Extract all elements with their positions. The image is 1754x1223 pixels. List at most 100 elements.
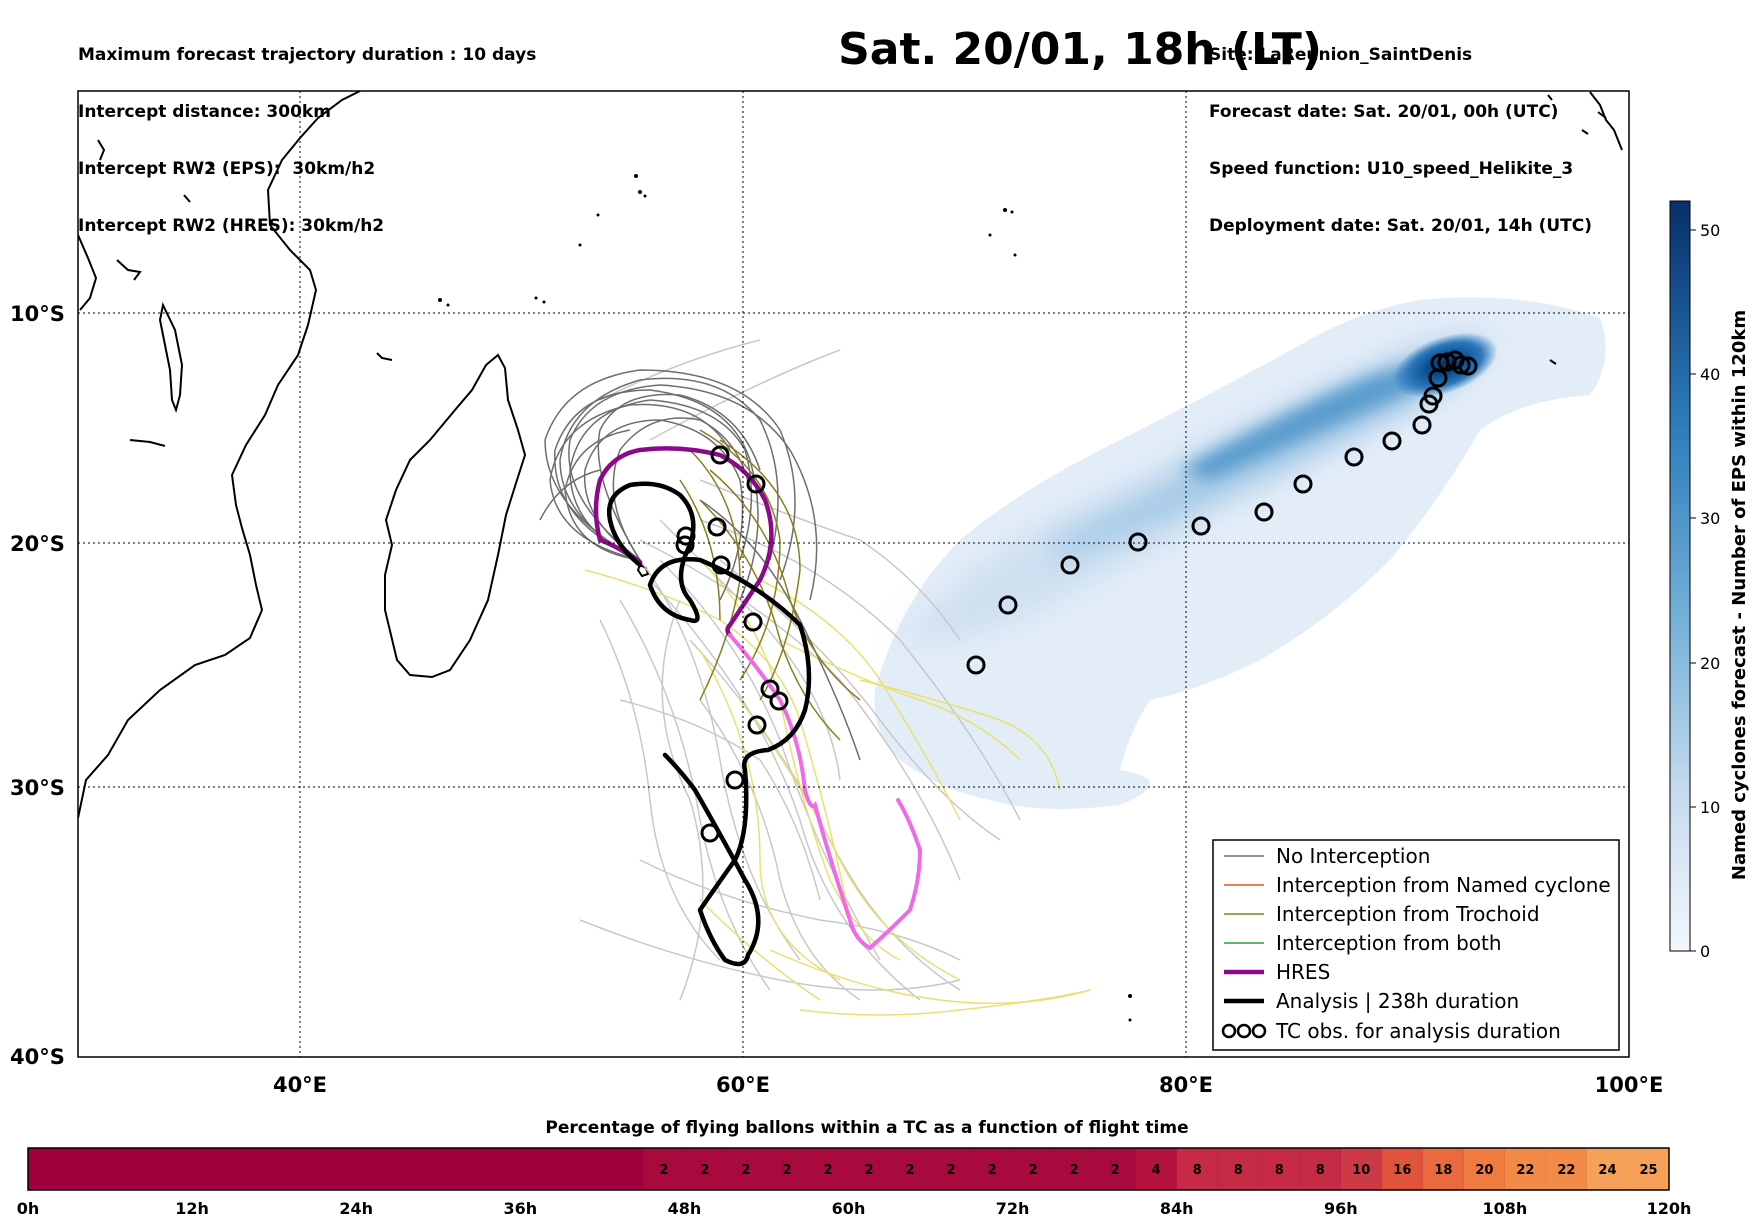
timebar-cell bbox=[1135, 1148, 1177, 1190]
timebar-cell bbox=[1094, 1148, 1136, 1190]
timebar-cell-value: 2 bbox=[947, 1163, 956, 1178]
map-frame bbox=[77, 90, 1630, 1058]
map-legend: No Interception Interception from Named … bbox=[1212, 839, 1620, 1051]
timebar-cell-value: 22 bbox=[1516, 1163, 1534, 1178]
lon-label: 100°E bbox=[1595, 1073, 1664, 1097]
header-right-line: Forecast date: Sat. 20/01, 00h (UTC) bbox=[1209, 102, 1559, 122]
header-left-line: Maximum forecast trajectory duration : 1… bbox=[78, 45, 537, 65]
timebar-cell bbox=[1053, 1148, 1095, 1190]
lat-label: 30°S bbox=[10, 776, 65, 800]
timebar-cells: 2 2 2 2 2 2 2 2 2 2 2 2 4 8 8 8 8 10 16 18 20 22 22 24 25 bbox=[643, 1148, 1669, 1190]
header-right-info: Site: LaReunion_SaintDenis Forecast date… bbox=[1209, 8, 1592, 255]
colorbar-tick-label: 50 bbox=[1700, 221, 1720, 240]
legend-box bbox=[1212, 839, 1620, 1051]
no-interception-tracks bbox=[539, 369, 861, 761]
flight-time-bar: Percentage of flying ballons within a TC… bbox=[17, 1118, 1692, 1218]
timebar-cell bbox=[1627, 1148, 1669, 1190]
timebar-cell bbox=[1299, 1148, 1341, 1190]
timebar-cell bbox=[1586, 1148, 1628, 1190]
timebar-cell bbox=[807, 1148, 849, 1190]
timebar-tick-label: 12h bbox=[175, 1199, 209, 1218]
timebar-frame bbox=[27, 1147, 1670, 1191]
timebar-tick-label: 72h bbox=[996, 1199, 1030, 1218]
legend-label: No Interception bbox=[1276, 844, 1430, 868]
timebar-cell-value: 16 bbox=[1393, 1163, 1411, 1178]
timebar-cell-value: 2 bbox=[782, 1163, 791, 1178]
legend-label: TC obs. for analysis duration bbox=[1275, 1019, 1561, 1043]
timebar-title: Percentage of flying ballons within a TC… bbox=[545, 1118, 1188, 1138]
timebar-cell-value: 10 bbox=[1352, 1163, 1370, 1178]
timebar-cell bbox=[725, 1148, 767, 1190]
timebar-cell-value: 2 bbox=[1029, 1163, 1038, 1178]
colorbar-tick-label: 30 bbox=[1700, 509, 1720, 528]
analysis-track bbox=[606, 481, 812, 967]
header-left-info: Maximum forecast trajectory duration : 1… bbox=[78, 8, 536, 255]
timebar-cell bbox=[643, 1148, 685, 1190]
timebar-tick-label: 108h bbox=[1483, 1199, 1528, 1218]
lon-label: 80°E bbox=[1159, 1073, 1213, 1097]
timebar-cell bbox=[766, 1148, 808, 1190]
timebar-cell-value: 2 bbox=[659, 1163, 668, 1178]
legend-label: Analysis | 238h duration bbox=[1276, 989, 1519, 1013]
colorbar-tick-label: 20 bbox=[1700, 654, 1720, 673]
timebar-cell bbox=[1012, 1148, 1054, 1190]
hres-track-late bbox=[728, 633, 923, 951]
timebar-tick-label: 0h bbox=[17, 1199, 40, 1218]
timebar-cell-value: 8 bbox=[1193, 1163, 1202, 1178]
colorbar-tick-label: 10 bbox=[1700, 798, 1720, 817]
timebar-cell-value: 2 bbox=[700, 1163, 709, 1178]
timebar-cell-value: 2 bbox=[823, 1163, 832, 1178]
timebar-cell-value: 22 bbox=[1557, 1163, 1575, 1178]
timebar-cell-value: 2 bbox=[741, 1163, 750, 1178]
colorbar-tick-label: 0 bbox=[1700, 942, 1710, 961]
map-title: Sat. 20/01, 18h (LT) bbox=[838, 24, 1322, 75]
timebar-cell-value: 8 bbox=[1275, 1163, 1284, 1178]
header-right-line: Speed function: U10_speed_Helikite_3 bbox=[1209, 159, 1574, 179]
lat-label: 40°S bbox=[10, 1045, 65, 1069]
legend-swatch-tc-obs bbox=[1221, 1023, 1267, 1039]
timebar-cell bbox=[889, 1148, 931, 1190]
timebar-cell bbox=[1381, 1148, 1423, 1190]
timebar-cell bbox=[1340, 1148, 1382, 1190]
gridlines bbox=[78, 91, 1629, 1057]
timebar-cell bbox=[1463, 1148, 1505, 1190]
lon-label: 40°E bbox=[273, 1073, 327, 1097]
lon-axis-labels: 40°E 60°E 80°E 100°E bbox=[273, 1073, 1663, 1097]
lat-label: 20°S bbox=[10, 532, 65, 556]
timebar-cell-value: 8 bbox=[1316, 1163, 1325, 1178]
legend-label: Interception from Trochoid bbox=[1276, 902, 1540, 926]
header-left-line: Intercept RW2 (EPS): 30km/h2 bbox=[78, 159, 376, 179]
timebar-cell-value: 8 bbox=[1234, 1163, 1243, 1178]
timebar-cell-value: 25 bbox=[1639, 1163, 1657, 1178]
timebar-cell-value: 2 bbox=[906, 1163, 915, 1178]
timebar-cell-value: 20 bbox=[1475, 1163, 1493, 1178]
small-islands bbox=[438, 174, 1132, 1022]
timebar-cell bbox=[1545, 1148, 1587, 1190]
timebar-cell-value: 2 bbox=[1070, 1163, 1079, 1178]
colorbar: 0 10 20 30 40 50 Named cyclones forecast… bbox=[1669, 200, 1750, 961]
tc-observation-markers bbox=[675, 350, 1478, 843]
timebar-cell bbox=[930, 1148, 972, 1190]
timebar-cell bbox=[1422, 1148, 1464, 1190]
lon-label: 60°E bbox=[716, 1073, 770, 1097]
timebar-cell-value: 2 bbox=[864, 1163, 873, 1178]
timebar-tick-label: 120h bbox=[1647, 1199, 1692, 1218]
timebar-tick-label: 36h bbox=[503, 1199, 537, 1218]
legend-label: Interception from both bbox=[1276, 931, 1502, 955]
timebar-tick-label: 96h bbox=[1324, 1199, 1358, 1218]
timebar-cell-value: 4 bbox=[1152, 1163, 1161, 1178]
coastlines bbox=[78, 91, 1623, 819]
legend-label: Interception from Named cyclone bbox=[1276, 873, 1611, 897]
colorbar-label: Named cyclones forecast - Number of EPS … bbox=[1729, 310, 1750, 880]
timebar-cell bbox=[1258, 1148, 1300, 1190]
lat-label: 10°S bbox=[10, 302, 65, 326]
timebar-ticks: 0h 12h 24h 36h 48h 60h 72h 84h 96h 108h 120h bbox=[17, 1199, 1692, 1218]
timebar-cell-value: 2 bbox=[988, 1163, 997, 1178]
legend-label: HRES bbox=[1276, 960, 1330, 984]
timebar-cell-value: 2 bbox=[1111, 1163, 1120, 1178]
timebar-tick-label: 60h bbox=[832, 1199, 866, 1218]
timebar-cell-value: 18 bbox=[1434, 1163, 1452, 1178]
timebar-cell bbox=[848, 1148, 890, 1190]
ensemble-tracks-yellow bbox=[584, 559, 1091, 1016]
